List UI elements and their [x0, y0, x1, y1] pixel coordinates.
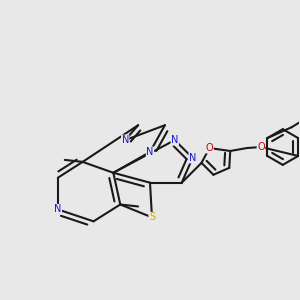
Text: N: N — [122, 135, 129, 145]
Text: O: O — [257, 142, 265, 152]
Text: S: S — [149, 212, 155, 222]
Text: N: N — [189, 153, 196, 163]
Text: N: N — [171, 135, 178, 145]
Text: N: N — [146, 147, 154, 157]
Text: O: O — [206, 143, 213, 153]
Text: N: N — [54, 204, 61, 214]
